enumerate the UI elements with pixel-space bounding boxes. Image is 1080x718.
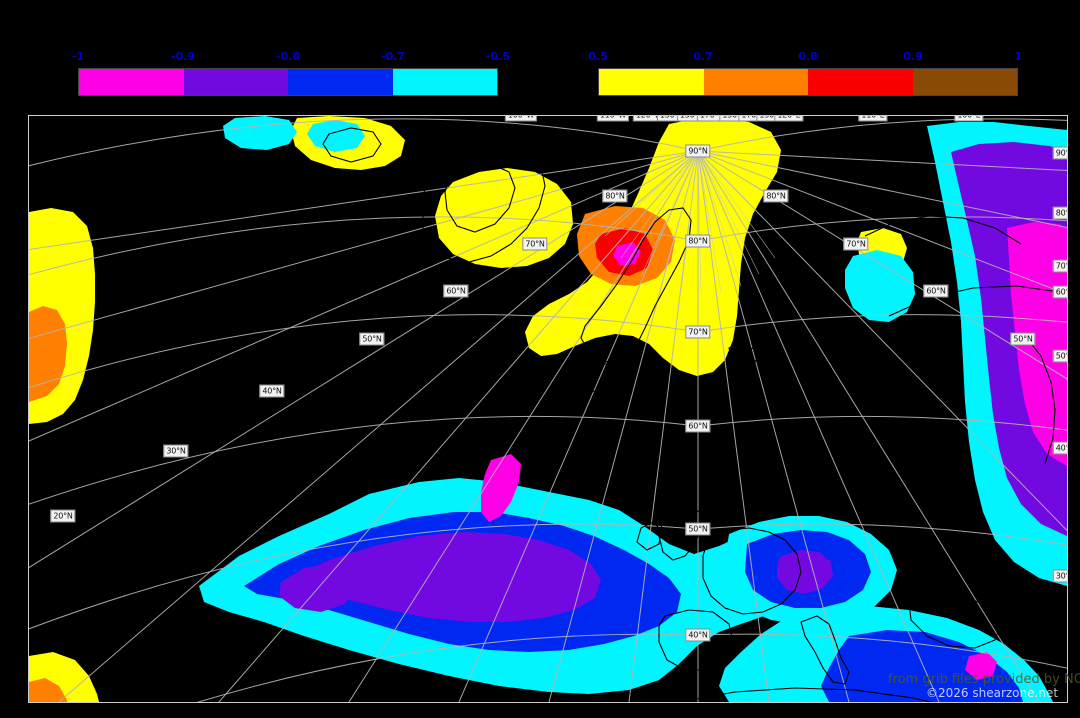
legend-tick-negative-2: -0.8 — [275, 50, 301, 63]
legend-swatch-positive-2 — [808, 69, 913, 95]
graticule-label: 70°W — [28, 390, 29, 403]
field-positive-nwrussia — [845, 228, 915, 322]
graticule-label: 40°N — [259, 384, 285, 398]
graticule-label: 80°E — [1052, 206, 1067, 220]
map-field-svg — [29, 116, 1067, 702]
field-positive-iceland — [223, 116, 405, 170]
map-canvas[interactable]: 100°W 110°W 120°W 130°W 150°W 170°W 150°E 170°E… — [28, 115, 1068, 703]
legend-tick-positive-2: 0.8 — [798, 50, 818, 63]
legend-tick-negative-1: -0.9 — [170, 50, 196, 63]
graticule-label: 120°E — [774, 116, 804, 122]
graticule-label: 80°N — [602, 189, 628, 203]
legend-swatch-negative-3 — [392, 69, 497, 95]
attribution-copyright: ©2026 shearzone.net — [926, 686, 1059, 700]
field-negative-siberia — [927, 122, 1067, 586]
field-negative-westeurope — [723, 516, 897, 624]
graticule-label: 50°N — [359, 332, 385, 346]
graticule-label: 60°N — [685, 419, 711, 433]
legend-positive-bar — [598, 68, 1018, 96]
graticule-label: 60°N — [923, 284, 949, 298]
legend-swatch-positive-0 — [599, 69, 704, 95]
legend-positive: 0.5 0.7 0.8 0.9 1 — [588, 50, 1022, 110]
graticule-label: 110°W — [596, 116, 630, 122]
legend-tick-negative-3: -0.7 — [380, 50, 406, 63]
coastlines — [322, 127, 1060, 702]
graticule-label: 70°N — [685, 325, 711, 339]
legend-swatch-negative-0 — [79, 69, 184, 95]
graticule-label: 30°N — [163, 444, 189, 458]
pole-convergence-fan — [604, 150, 776, 295]
legend-tick-positive-4: 1 — [1014, 50, 1022, 63]
legend-swatch-positive-1 — [703, 69, 808, 95]
graticule-label: 80°W — [28, 267, 29, 280]
graticule-label: 60°E — [1052, 285, 1067, 299]
legend-swatch-negative-2 — [288, 69, 393, 95]
graticule-label: 40°N — [685, 628, 711, 642]
graticule-label: 60°W — [28, 507, 29, 520]
graticule-label: 40°E — [1052, 441, 1067, 455]
graticule-label: 50°N — [1010, 332, 1036, 346]
graticule-label: 70°E — [1052, 259, 1067, 273]
legend-tick-negative-0: -1 — [71, 50, 85, 63]
graticule-label: 50°E — [1052, 349, 1067, 363]
graticule-label: 80°N — [763, 189, 789, 203]
graticule-label: 70°N — [522, 237, 548, 251]
graticule-label: 60°N — [443, 284, 469, 298]
attribution-source: from grib files provided by NCEP — [888, 672, 1080, 687]
legend-positive-ticks: 0.5 0.7 0.8 0.9 1 — [588, 50, 1022, 66]
graticule-label: 110°E — [858, 116, 888, 122]
graticule-label: 90°N — [685, 144, 711, 158]
graticule-label: 90°W — [28, 149, 29, 162]
legend-tick-negative-4: -0.5 — [485, 50, 511, 63]
graticule-label: 20°N — [50, 509, 76, 523]
legend-negative-bar — [78, 68, 498, 96]
legend-swatch-negative-1 — [183, 69, 288, 95]
graticule-longitudes — [29, 150, 1067, 702]
graticule-label: 30°E — [1052, 569, 1067, 583]
legend-swatch-positive-3 — [912, 69, 1017, 95]
legend-negative: -1 -0.9 -0.8 -0.7 -0.5 — [72, 50, 510, 110]
graticule-label: 70°N — [843, 237, 869, 251]
legend-tick-positive-3: 0.9 — [903, 50, 923, 63]
legend-negative-ticks: -1 -0.9 -0.8 -0.7 -0.5 — [72, 50, 510, 66]
legend-tick-positive-1: 0.7 — [693, 50, 713, 63]
graticule-label: 80°N — [685, 234, 711, 248]
graticule-label: 100°E — [954, 116, 984, 122]
field-negative-mediterranean — [719, 606, 1053, 702]
legend-tick-positive-0: 0.5 — [588, 50, 608, 63]
graticule-label: 100°W — [504, 116, 538, 122]
graticule-label: 50°N — [685, 522, 711, 536]
graticule-label: 90°E — [1052, 146, 1067, 160]
